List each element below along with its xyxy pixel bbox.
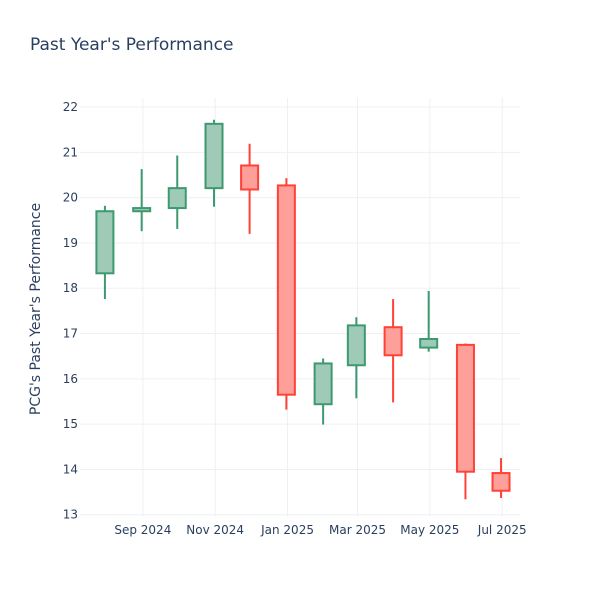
y-axis-title: PCG's Past Year's Performance: [28, 203, 44, 415]
candle-decreasing: [455, 343, 475, 500]
x-tick-label: Nov 2024: [186, 523, 244, 537]
y-axis-ticks: 13 14 15 16 17 18 19 20 21 22: [63, 100, 78, 522]
candle-increasing: [132, 169, 152, 232]
y-tick-label: 19: [63, 236, 78, 250]
y-tick-label: 18: [63, 281, 78, 295]
candle-increasing: [419, 290, 439, 352]
candle-increasing: [346, 317, 366, 399]
candle-decreasing: [276, 178, 296, 410]
candle-increasing: [204, 119, 224, 207]
candle-body: [313, 362, 333, 406]
candle-body: [132, 207, 152, 213]
y-tick-label: 13: [63, 508, 78, 522]
y-tick-label: 22: [63, 100, 78, 114]
candle-body: [383, 326, 403, 357]
candle-body: [455, 343, 475, 473]
y-tick-label: 15: [63, 417, 78, 431]
y-tick-label: 14: [63, 462, 78, 476]
candle-body: [95, 210, 115, 275]
candle-increasing: [95, 205, 115, 300]
candle-body: [346, 324, 366, 367]
candle-body: [167, 187, 187, 210]
grid: [80, 98, 520, 517]
candle-increasing: [167, 155, 187, 229]
candle-body: [491, 472, 511, 492]
x-tick-label: May 2025: [400, 523, 459, 537]
candle-body: [204, 122, 224, 190]
x-tick-label: Mar 2025: [329, 523, 386, 537]
y-tick-label: 20: [63, 191, 78, 205]
candles: [95, 119, 511, 500]
candle-decreasing: [491, 458, 511, 498]
chart-title: Past Year's Performance: [30, 35, 234, 55]
candle-body: [419, 337, 439, 349]
candle-increasing: [313, 358, 333, 425]
x-tick-label: Jan 2025: [260, 523, 314, 537]
x-axis-ticks: Sep 2024 Nov 2024 Jan 2025 Mar 2025 May 2025…: [114, 523, 526, 537]
x-tick-label: Sep 2024: [114, 523, 171, 537]
candle-decreasing: [383, 299, 403, 403]
y-tick-label: 16: [63, 372, 78, 386]
y-tick-label: 17: [63, 327, 78, 341]
x-tick-label: Jul 2025: [477, 523, 527, 537]
candle-decreasing: [240, 143, 260, 234]
y-tick-label: 21: [63, 145, 78, 159]
candle-body: [276, 184, 296, 396]
candle-body: [240, 164, 260, 191]
